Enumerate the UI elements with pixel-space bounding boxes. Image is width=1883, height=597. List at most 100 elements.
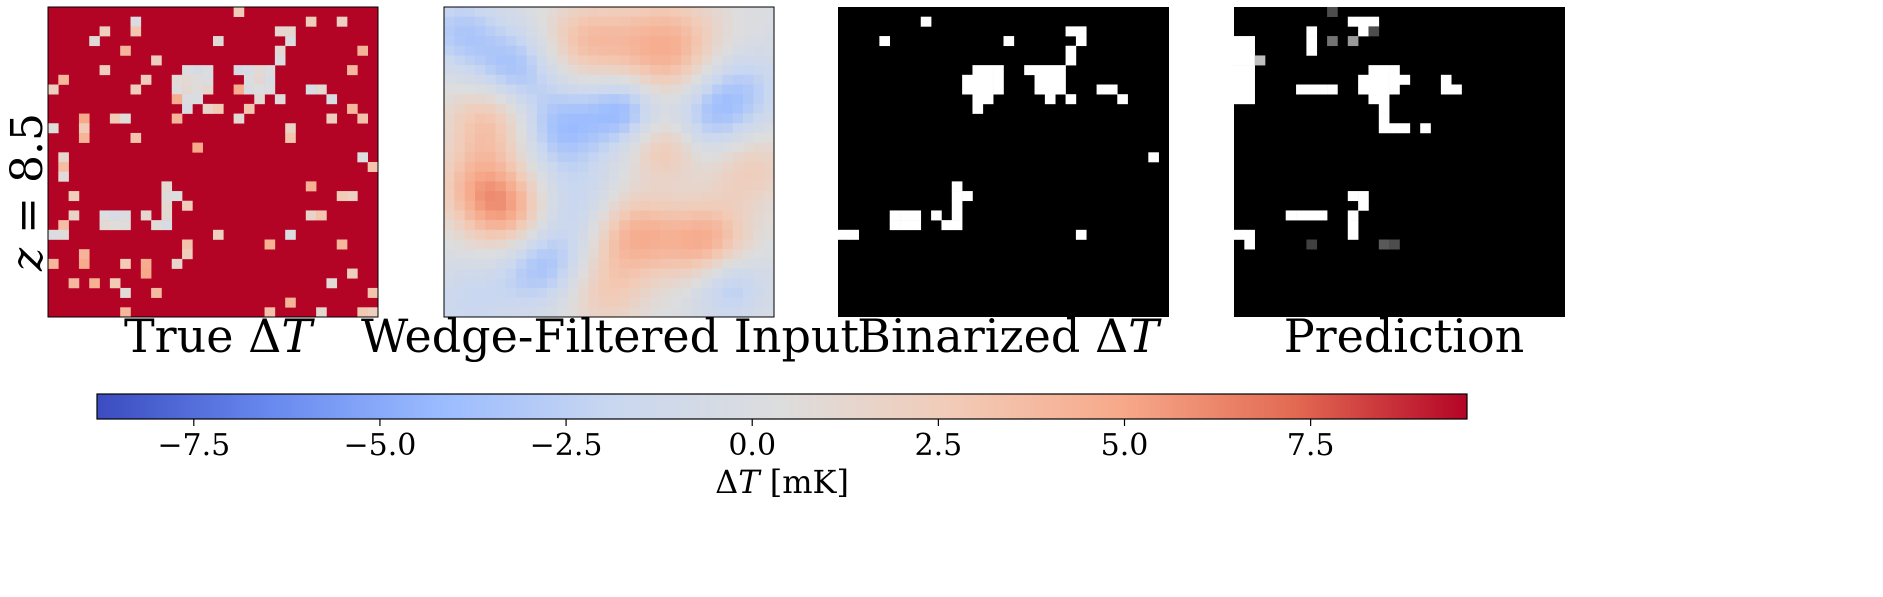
- heatmap-cell: [629, 210, 641, 221]
- heatmap-cell: [485, 65, 496, 76]
- heatmap-cell: [48, 229, 59, 240]
- heatmap-cell: [609, 74, 620, 85]
- heatmap-cell: [474, 191, 486, 202]
- heatmap-cell: [743, 287, 754, 298]
- heatmap-cell: [444, 162, 455, 172]
- heatmap-cell: [130, 132, 142, 143]
- heatmap-cell: [58, 171, 69, 182]
- heatmap-cell: [650, 55, 661, 66]
- heatmap-cell: [701, 220, 713, 231]
- heatmap-cell: [763, 220, 775, 231]
- heatmap-cell: [598, 268, 610, 279]
- heatmap-cell: [454, 258, 465, 269]
- heatmap-cell: [1451, 84, 1462, 95]
- heatmap-cell: [274, 94, 286, 105]
- heatmap-cell: [526, 142, 538, 153]
- heatmap-cell: [619, 239, 630, 250]
- heatmap-cell: [1065, 55, 1077, 66]
- heatmap-cell: [567, 191, 579, 202]
- heatmap-cell: [753, 239, 764, 250]
- heatmap-cell: [567, 7, 579, 17]
- heatmap-cell: [1399, 74, 1411, 85]
- heatmap-cell: [474, 55, 486, 66]
- heatmap-cell: [557, 74, 569, 85]
- heatmap-cell: [536, 45, 548, 56]
- heatmap-cell: [547, 220, 558, 231]
- heatmap-cell: [629, 278, 641, 289]
- heatmap-cell: [598, 36, 610, 47]
- heatmap-cell: [109, 220, 121, 231]
- heatmap-cell: [1234, 65, 1245, 76]
- heatmap-cell: [639, 123, 651, 134]
- heatmap-cell: [495, 16, 507, 27]
- heatmap-cell: [233, 84, 245, 95]
- heatmap-cell: [629, 65, 641, 76]
- heatmap-cell: [557, 239, 569, 250]
- heatmap-cell: [619, 84, 630, 95]
- heatmap-cell: [588, 94, 599, 105]
- heatmap-cell: [588, 181, 599, 192]
- heatmap-cell: [993, 65, 1004, 76]
- heatmap-cell: [536, 200, 548, 211]
- heatmap-cell: [753, 26, 764, 37]
- heatmap-cell: [536, 229, 548, 240]
- heatmap-cell: [598, 287, 610, 298]
- heatmap-cell: [485, 268, 496, 279]
- heatmap-cell: [993, 74, 1004, 85]
- heatmap-cell: [1316, 84, 1328, 95]
- heatmap-cell: [444, 16, 455, 27]
- heatmap-cell: [701, 113, 713, 124]
- heatmap-cell: [557, 249, 569, 260]
- heatmap-cell: [505, 287, 517, 298]
- heatmap-cell: [763, 36, 775, 47]
- heatmap-cell: [1044, 94, 1056, 105]
- heatmap-cell: [1065, 94, 1077, 105]
- heatmap-cell: [485, 74, 496, 85]
- heatmap-cell: [536, 55, 548, 66]
- heatmap-cell: [316, 307, 327, 318]
- heatmap-cell: [1440, 74, 1452, 85]
- heatmap-cell: [701, 181, 713, 192]
- heatmap-cell: [161, 200, 173, 211]
- heatmap-cell: [505, 278, 517, 289]
- heatmap-cell: [474, 103, 486, 114]
- heatmap-cell: [743, 16, 754, 27]
- heatmap-cell: [712, 181, 723, 192]
- heatmap-cell: [243, 65, 255, 76]
- heatmap-cell: [547, 132, 558, 143]
- heatmap-cell: [505, 249, 517, 260]
- heatmap-cell: [598, 94, 610, 105]
- heatmap-cell: [629, 84, 641, 95]
- heatmap-cell: [464, 287, 476, 298]
- heatmap-cell: [722, 103, 734, 114]
- heatmap-cell: [722, 307, 734, 318]
- heatmap-cell: [526, 26, 538, 37]
- heatmap-cell: [712, 220, 723, 231]
- heatmap-cell: [171, 94, 183, 105]
- heatmap-cell: [1234, 55, 1245, 66]
- heatmap-cell: [557, 278, 569, 289]
- heatmap-cell: [464, 200, 476, 211]
- heatmap-cell: [444, 132, 455, 143]
- heatmap-cell: [464, 142, 476, 153]
- heatmap-cell: [464, 45, 476, 56]
- heatmap-cell: [578, 229, 589, 240]
- heatmap-cell: [619, 268, 630, 279]
- heatmap-cell: [712, 239, 723, 250]
- heatmap-cell: [712, 74, 723, 85]
- heatmap-cell: [547, 191, 558, 202]
- heatmap-cell: [578, 74, 589, 85]
- heatmap-cell: [326, 94, 338, 105]
- heatmap-cell: [701, 258, 713, 269]
- heatmap-cell: [464, 65, 476, 76]
- heatmap-cell: [691, 16, 703, 27]
- heatmap-cell: [495, 132, 507, 143]
- heatmap-cell: [691, 36, 703, 47]
- heatmap-cell: [182, 200, 193, 211]
- heatmap-cell: [732, 200, 744, 211]
- heatmap-cell: [505, 200, 517, 211]
- heatmap-cell: [505, 55, 517, 66]
- heatmap-cell: [547, 171, 558, 182]
- panel-true-delta-t: [47, 6, 379, 318]
- heatmap-cell: [722, 258, 734, 269]
